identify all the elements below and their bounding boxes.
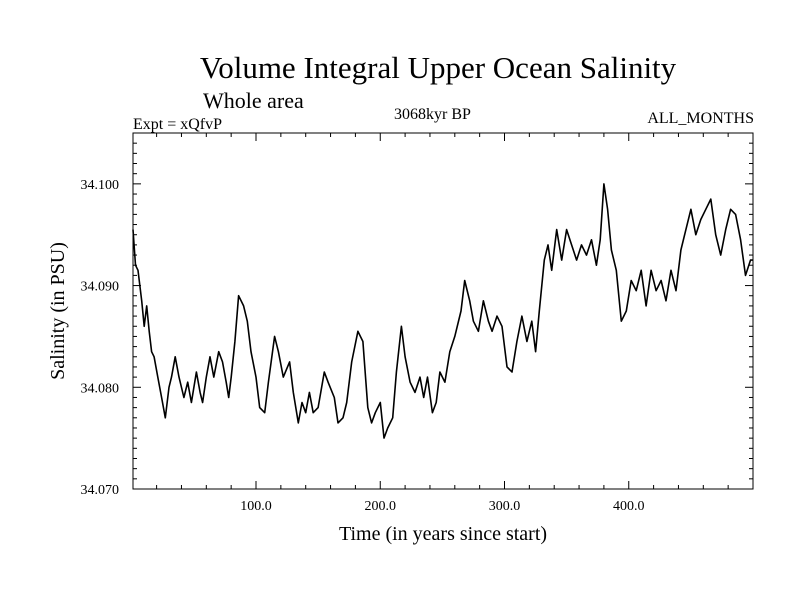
y-tick-label: 34.070 <box>81 483 120 498</box>
x-tick-label: 100.0 <box>240 499 272 514</box>
plot-frame <box>132 132 754 490</box>
y-axis-label: Salinity (in PSU) <box>47 242 69 380</box>
y-tick-label: 34.090 <box>81 280 120 295</box>
chart-title: Volume Integral Upper Ocean Salinity <box>199 50 677 85</box>
x-tick-label: 300.0 <box>489 499 521 514</box>
months-label: ALL_MONTHS <box>647 110 754 127</box>
y-axis: 34.070 34.080 34.090 34.100 <box>81 178 753 498</box>
x-axis: 100.0 200.0 300.0 400.0 <box>240 133 645 514</box>
y-tick-label: 34.080 <box>81 381 120 396</box>
x-tick-label: 200.0 <box>365 499 397 514</box>
x-tick-label: 400.0 <box>613 499 645 514</box>
x-axis-label: Time (in years since start) <box>339 523 547 545</box>
minor-ticks <box>133 132 753 489</box>
series-line-salinity <box>132 183 753 439</box>
y-tick-label: 34.100 <box>81 178 120 193</box>
experiment-label: Expt = xQfvP <box>133 116 223 133</box>
period-label: 3068kyr BP <box>394 106 471 123</box>
chart-subtitle: Whole area <box>203 88 304 113</box>
